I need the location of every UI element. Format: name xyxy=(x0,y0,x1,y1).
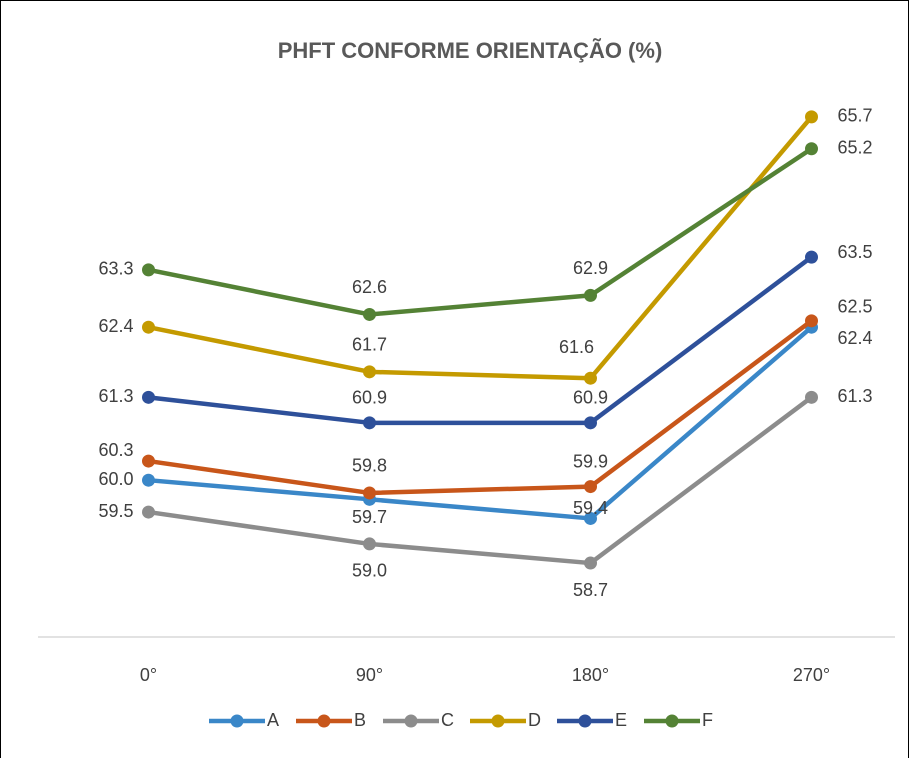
data-point xyxy=(805,314,818,328)
data-label: 58.7 xyxy=(573,580,608,600)
data-point xyxy=(584,511,597,525)
data-label: 62.4 xyxy=(838,328,873,348)
data-point xyxy=(363,537,376,551)
x-tick-label: 180° xyxy=(572,665,609,685)
data-label: 59.8 xyxy=(352,456,387,476)
data-label: 63.3 xyxy=(98,259,133,279)
data-label: 59.7 xyxy=(352,507,387,527)
series-line xyxy=(148,395,813,566)
series-line xyxy=(148,325,813,521)
data-label: 62.6 xyxy=(352,277,387,297)
data-point xyxy=(142,263,155,277)
data-point xyxy=(142,505,155,519)
data-label: 59.4 xyxy=(573,498,608,518)
data-label: 59.9 xyxy=(573,451,608,471)
data-point xyxy=(142,390,155,404)
data-point xyxy=(584,416,597,430)
x-tick-label: 270° xyxy=(793,665,830,685)
data-label: 62.9 xyxy=(573,258,608,278)
legend-label: F xyxy=(702,710,713,730)
data-point xyxy=(363,486,376,500)
series-line xyxy=(148,146,813,317)
data-label: 60.3 xyxy=(98,440,133,460)
data-label: 59.0 xyxy=(352,561,387,581)
data-point xyxy=(584,556,597,570)
data-label: 62.4 xyxy=(98,316,133,336)
x-tick-label: 0° xyxy=(140,665,157,685)
data-label: 65.7 xyxy=(838,106,873,126)
legend-marker xyxy=(317,714,331,728)
data-label: 61.3 xyxy=(98,386,133,406)
legend-marker xyxy=(230,714,244,728)
series-line xyxy=(148,115,814,381)
data-label: 62.5 xyxy=(838,297,873,317)
chart-title: PHFT CONFORME ORIENTAÇÃO (%) xyxy=(278,38,663,63)
data-label: 65.2 xyxy=(838,137,873,157)
legend-label: C xyxy=(441,710,454,730)
data-point xyxy=(584,371,597,385)
legend-label: A xyxy=(267,710,279,730)
data-point xyxy=(363,307,376,321)
data-label: 63.5 xyxy=(838,242,873,262)
data-point xyxy=(805,250,818,264)
data-point xyxy=(142,473,155,487)
data-point xyxy=(805,110,818,124)
legend-label: D xyxy=(528,710,541,730)
data-point xyxy=(584,288,597,302)
legend-marker xyxy=(665,714,679,728)
data-label: 61.7 xyxy=(352,335,387,355)
legend-marker xyxy=(578,714,592,728)
data-label: 59.5 xyxy=(98,501,133,521)
data-label: 60.0 xyxy=(98,469,133,489)
series-line xyxy=(148,319,813,496)
data-label: 61.6 xyxy=(559,337,594,357)
data-label: 61.3 xyxy=(838,386,873,406)
data-label: 60.9 xyxy=(573,388,608,408)
data-point xyxy=(584,480,597,494)
data-point xyxy=(805,142,818,156)
legend-label: E xyxy=(615,710,627,730)
data-label: 60.9 xyxy=(352,388,387,408)
data-point xyxy=(142,454,155,468)
legend-marker xyxy=(491,714,505,728)
series-line xyxy=(148,255,813,426)
data-point xyxy=(363,365,376,379)
legend-label: B xyxy=(354,710,366,730)
x-tick-label: 90° xyxy=(356,665,383,685)
data-point xyxy=(142,320,155,334)
data-point xyxy=(363,416,376,430)
legend-marker xyxy=(404,714,418,728)
data-point xyxy=(805,390,818,404)
